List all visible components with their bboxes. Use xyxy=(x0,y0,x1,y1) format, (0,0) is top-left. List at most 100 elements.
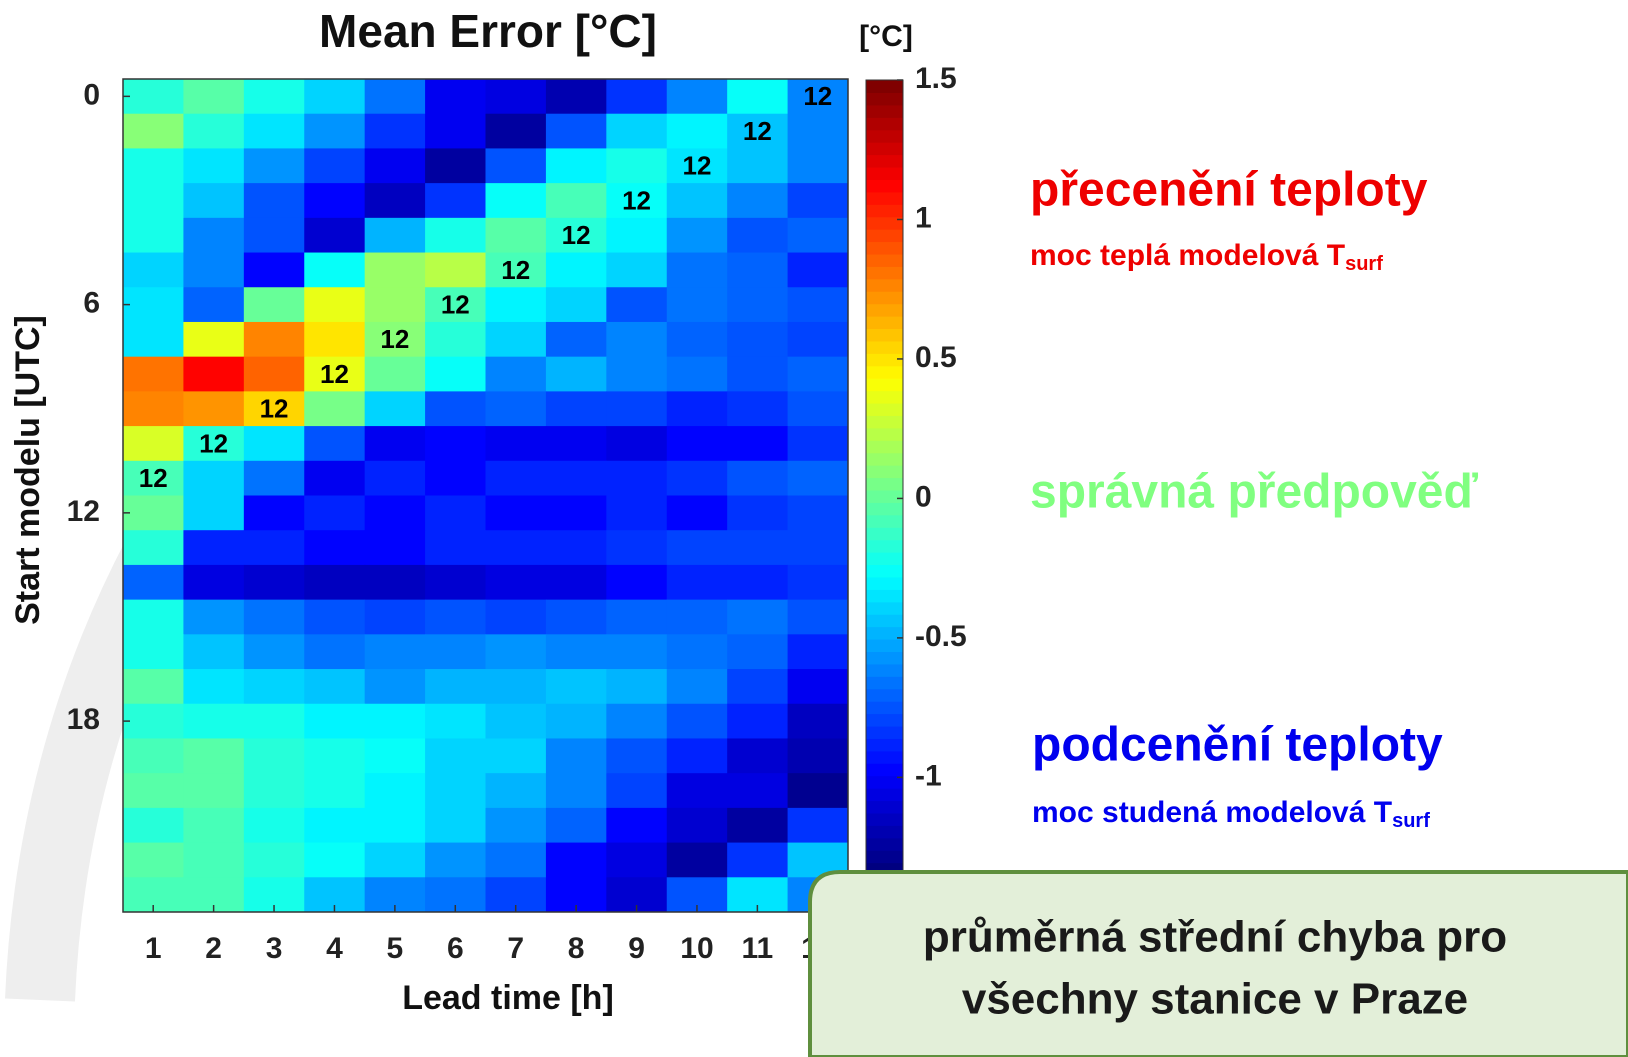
note-text: moc teplá modelová Tsurf xyxy=(1030,239,1383,275)
colorbar-step xyxy=(866,651,903,665)
heatmap-cell xyxy=(243,842,305,878)
heatmap-cell xyxy=(425,564,486,601)
heatmap-cell xyxy=(243,217,305,254)
colorbar-step xyxy=(866,415,903,429)
colorbar-step xyxy=(866,489,903,503)
heatmap-cell xyxy=(545,148,607,184)
cell-label: 12 xyxy=(501,255,530,285)
cell-label: 12 xyxy=(139,463,168,493)
heatmap-cell xyxy=(606,495,668,531)
heatmap-cell xyxy=(364,773,426,809)
heatmap-cell xyxy=(123,183,184,219)
heatmap-cell xyxy=(304,495,366,531)
heatmap-cell xyxy=(304,634,366,670)
heatmap-cell xyxy=(364,321,426,358)
x-tick-label: 1 xyxy=(145,932,162,965)
heatmap-cell xyxy=(485,356,547,392)
colorbar-step xyxy=(866,340,903,354)
colorbar-step xyxy=(866,216,903,230)
colorbar-step xyxy=(866,775,903,789)
heatmap-cell xyxy=(727,460,789,496)
heatmap-cell xyxy=(606,773,668,809)
heatmap-cell xyxy=(183,807,245,844)
heatmap-cell xyxy=(123,530,184,566)
heatmap-cell xyxy=(787,738,849,774)
heatmap-cell xyxy=(485,460,547,496)
colorbar-step xyxy=(866,440,903,454)
heatmap-cell xyxy=(787,391,849,427)
colorbar-tick-label: 1 xyxy=(915,201,932,234)
heatmap-cell xyxy=(606,79,668,115)
x-axis-label: Lead time [h] xyxy=(402,979,614,1017)
heatmap-cell xyxy=(606,738,668,774)
heatmap-cell xyxy=(183,634,245,670)
heatmap-cell xyxy=(727,391,789,427)
heatmap-cell xyxy=(727,495,789,531)
note-subscript: surf xyxy=(1392,810,1430,832)
y-tick-label: 6 xyxy=(83,287,100,320)
x-tick-label: 3 xyxy=(266,932,283,965)
colorbar-step xyxy=(866,676,903,690)
heatmap-cell xyxy=(727,530,789,566)
colorbar-step xyxy=(866,601,903,615)
heatmap-cell xyxy=(727,183,789,219)
heatmap-cell xyxy=(364,738,426,774)
heatmap-cell xyxy=(666,460,728,496)
heatmap-cell xyxy=(787,495,849,531)
heatmap-cell xyxy=(425,426,486,462)
colorbar-step xyxy=(866,402,903,416)
x-tick-label: 7 xyxy=(507,932,524,965)
colorbar-step xyxy=(866,328,903,342)
heatmap-cell xyxy=(425,530,486,566)
heatmap-cell xyxy=(606,183,668,219)
heatmap-cell xyxy=(666,148,728,184)
heatmap-cell xyxy=(606,842,668,878)
heatmap-cell xyxy=(304,217,366,254)
x-tick-label: 2 xyxy=(205,932,222,965)
heatmap-cell xyxy=(243,113,305,149)
colorbar-tick-label: -0.5 xyxy=(915,620,967,653)
heatmap-cell xyxy=(666,426,728,462)
heatmap-cell xyxy=(425,842,486,878)
heatmap-cell xyxy=(787,807,849,844)
colorbar-step xyxy=(866,253,903,267)
heatmap-cell xyxy=(123,564,184,601)
x-tick-label: 8 xyxy=(568,932,585,965)
heatmap-cell xyxy=(304,426,366,462)
heatmap-cell xyxy=(304,669,366,705)
heatmap-cell xyxy=(364,599,426,635)
heatmap-cell xyxy=(485,634,547,670)
heatmap-cell xyxy=(485,148,547,184)
heatmap-cell xyxy=(727,703,789,739)
heatmap-cell xyxy=(123,495,184,531)
heatmap-cell xyxy=(666,79,728,115)
heatmap-cell xyxy=(666,321,728,358)
heatmap-cell xyxy=(787,460,849,496)
heatmap: 1212121212121212121212121234567891011120… xyxy=(67,78,849,965)
chart-title: Mean Error [°C] xyxy=(319,5,657,57)
heatmap-cell xyxy=(123,842,184,878)
heatmap-cell xyxy=(183,356,245,392)
heatmap-cell xyxy=(485,287,547,323)
colorbar-step xyxy=(866,390,903,404)
heatmap-cell xyxy=(666,669,728,705)
x-tick-label: 4 xyxy=(326,932,343,965)
cell-label: 12 xyxy=(622,185,651,215)
colorbar-step xyxy=(866,191,903,205)
heatmap-cell xyxy=(606,356,668,392)
heatmap-cell xyxy=(545,252,607,288)
heatmap-cell xyxy=(364,252,426,288)
heatmap-cell xyxy=(666,530,728,566)
heatmap-cell xyxy=(425,321,486,358)
heatmap-cell xyxy=(606,807,668,844)
cell-label: 12 xyxy=(320,359,349,389)
heatmap-cell xyxy=(364,183,426,219)
heatmap-cell xyxy=(606,703,668,739)
heatmap-cell xyxy=(606,564,668,601)
heatmap-cell xyxy=(304,79,366,115)
colorbar-step xyxy=(866,638,903,653)
heatmap-cell xyxy=(183,79,245,115)
colorbar-step xyxy=(866,179,903,193)
cell-label: 12 xyxy=(380,324,409,354)
